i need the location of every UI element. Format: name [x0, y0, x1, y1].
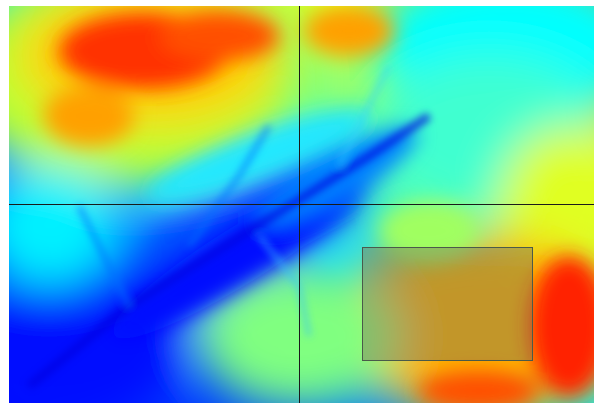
crosshair-horizontal-line [9, 204, 594, 205]
selection-rectangle[interactable] [362, 247, 533, 361]
